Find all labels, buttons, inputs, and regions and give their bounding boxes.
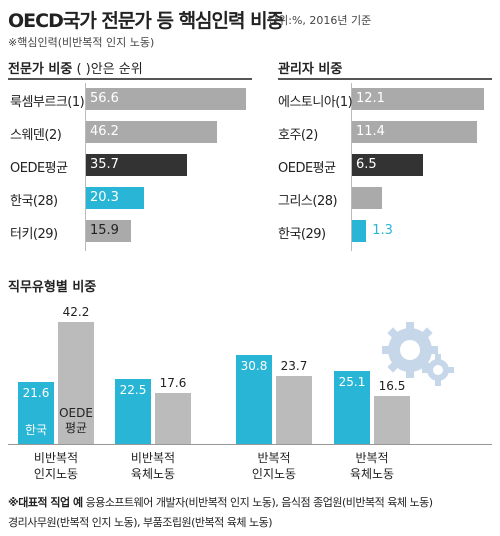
left-bar-2	[86, 154, 188, 176]
chart-title: OECD국가 전문가 등 핵심인력 비중	[8, 10, 284, 32]
left-panel-title-rest: ( )안은 순위	[72, 62, 143, 77]
bar-2-0	[236, 355, 272, 444]
inbar-label-line: OEDE	[59, 406, 93, 420]
inbar-label-oede: OEDE 평균	[54, 406, 98, 436]
right-value-4: 1.3	[372, 223, 393, 238]
left-panel-title: 전문가 비중 ( )안은 순위	[8, 58, 143, 77]
category-label-line: 육체노동	[130, 467, 176, 481]
left-panel-rule	[8, 78, 252, 80]
left-panel-axis	[85, 83, 86, 251]
core-workforce-note: ※핵심인력(비반복적 인지 노동)	[8, 36, 155, 49]
left-value-3: 20.3	[90, 190, 119, 205]
category-label-line: 반복적	[355, 451, 389, 465]
right-bar-2	[352, 154, 424, 176]
bar-0-0	[18, 381, 54, 444]
left-label-1: 스웨덴(2)	[10, 128, 62, 143]
value-2-1: 23.7	[280, 358, 308, 373]
right-label-3: 그리스(28)	[278, 194, 338, 209]
unit-note: 단위:%, 2016년 기준	[268, 14, 372, 27]
right-label-4: 한국(29)	[278, 227, 326, 242]
right-panel-axis	[351, 83, 352, 251]
inbar-label-korea: 한국	[24, 423, 48, 437]
right-value-2: 6.5	[356, 157, 377, 172]
value-0-1: 42.2	[62, 305, 90, 320]
category-label-line: 인지노동	[33, 467, 79, 481]
bottom-panel-title: 직무유형별 비중	[8, 280, 97, 295]
category-label-line: 반복적	[257, 451, 291, 465]
bar-1-1	[155, 393, 191, 444]
left-bar-1	[86, 121, 217, 143]
right-bar-3	[352, 187, 382, 209]
bar-2-1	[276, 375, 312, 444]
left-panel-title-bold: 전문가 비중	[8, 62, 73, 77]
footer-line-1-text: 응용소프트웨어 개발자(비반복적 인지 노동), 음식점 종업원(비반복적 육체…	[82, 496, 433, 509]
bar-0-1	[58, 322, 94, 444]
value-0-0: 21.6	[22, 385, 50, 400]
bar-3-1	[374, 396, 410, 444]
right-bar-1	[352, 121, 477, 143]
right-label-1: 호주(2)	[278, 128, 318, 143]
left-label-3: 한국(28)	[10, 194, 58, 209]
left-value-0: 56.6	[90, 91, 119, 106]
bar-1-0	[115, 379, 151, 444]
right-value-3: 2.7	[387, 190, 409, 205]
left-label-0: 룩셈부르크(1)	[10, 95, 85, 110]
right-label-0: 에스토니아(1)	[278, 95, 353, 110]
value-3-1: 16.5	[378, 379, 406, 394]
right-value-0: 12.1	[356, 91, 385, 106]
left-value-2: 35.7	[90, 157, 119, 172]
footer-line-2: 경리사무원(반복적 인지 노동), 부품조립원(반복적 육체 노동)	[8, 516, 273, 529]
category-label-line: 육체노동	[349, 467, 395, 481]
category-label-line: 비반복적	[33, 451, 79, 465]
right-value-1: 11.4	[356, 124, 385, 139]
right-bar-0	[352, 88, 485, 110]
right-label-2: OEDE평균	[278, 161, 336, 176]
right-panel-title: 관리자 비중	[278, 62, 343, 77]
inbar-label-line: 평균	[64, 421, 88, 435]
bottom-axis-line	[8, 444, 492, 445]
right-bar-4	[352, 220, 367, 242]
bar-3-0	[334, 371, 370, 444]
left-value-1: 46.2	[90, 124, 119, 139]
value-1-0: 22.5	[119, 383, 147, 397]
left-value-4: 15.9	[90, 223, 119, 238]
left-bar-4	[86, 220, 132, 242]
left-label-4: 터키(29)	[10, 227, 58, 242]
value-1-1: 17.6	[159, 376, 187, 391]
right-panel-rule	[278, 78, 492, 80]
gear-icon	[382, 322, 454, 386]
footer-line-1: ※대표적 직업 예 응용소프트웨어 개발자(비반복적 인지 노동), 음식점 종…	[8, 494, 433, 510]
left-label-2: OEDE평균	[10, 161, 68, 176]
category-label-line: 비반복적	[130, 451, 176, 465]
value-2-0: 30.8	[240, 359, 268, 374]
category-label-line: 인지노동	[251, 467, 297, 481]
left-bar-3	[86, 187, 144, 209]
value-3-0: 25.1	[338, 375, 366, 390]
left-bar-0	[86, 88, 247, 110]
footer-line-1-bold: ※대표적 직업 예	[8, 496, 83, 509]
